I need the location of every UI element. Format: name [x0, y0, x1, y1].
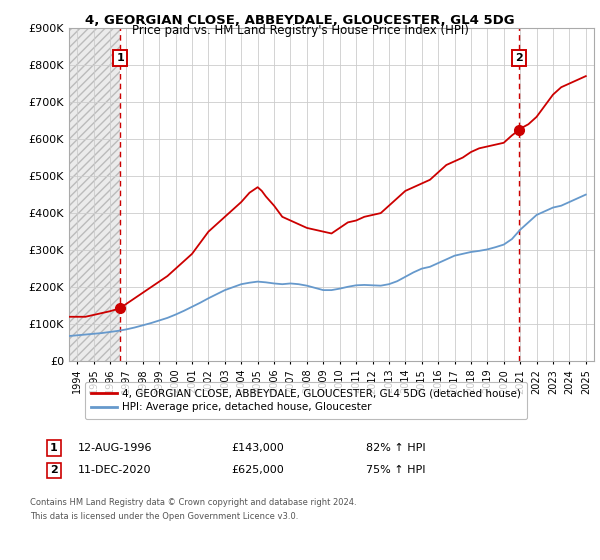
- Text: 1: 1: [116, 53, 124, 63]
- Text: 2: 2: [515, 53, 523, 63]
- Text: 4, GEORGIAN CLOSE, ABBEYDALE, GLOUCESTER, GL4 5DG: 4, GEORGIAN CLOSE, ABBEYDALE, GLOUCESTER…: [85, 14, 515, 27]
- Text: This data is licensed under the Open Government Licence v3.0.: This data is licensed under the Open Gov…: [30, 512, 298, 521]
- Text: Contains HM Land Registry data © Crown copyright and database right 2024.: Contains HM Land Registry data © Crown c…: [30, 498, 356, 507]
- Text: 11-DEC-2020: 11-DEC-2020: [78, 465, 151, 475]
- Text: 1: 1: [50, 443, 58, 453]
- Text: 75% ↑ HPI: 75% ↑ HPI: [366, 465, 425, 475]
- Text: £143,000: £143,000: [231, 443, 284, 453]
- Legend: 4, GEORGIAN CLOSE, ABBEYDALE, GLOUCESTER, GL4 5DG (detached house), HPI: Average: 4, GEORGIAN CLOSE, ABBEYDALE, GLOUCESTER…: [85, 382, 527, 419]
- Text: 82% ↑ HPI: 82% ↑ HPI: [366, 443, 425, 453]
- Text: Price paid vs. HM Land Registry's House Price Index (HPI): Price paid vs. HM Land Registry's House …: [131, 24, 469, 37]
- Text: 12-AUG-1996: 12-AUG-1996: [78, 443, 152, 453]
- Text: 2: 2: [50, 465, 58, 475]
- Text: £625,000: £625,000: [231, 465, 284, 475]
- Bar: [69, 28, 120, 361]
